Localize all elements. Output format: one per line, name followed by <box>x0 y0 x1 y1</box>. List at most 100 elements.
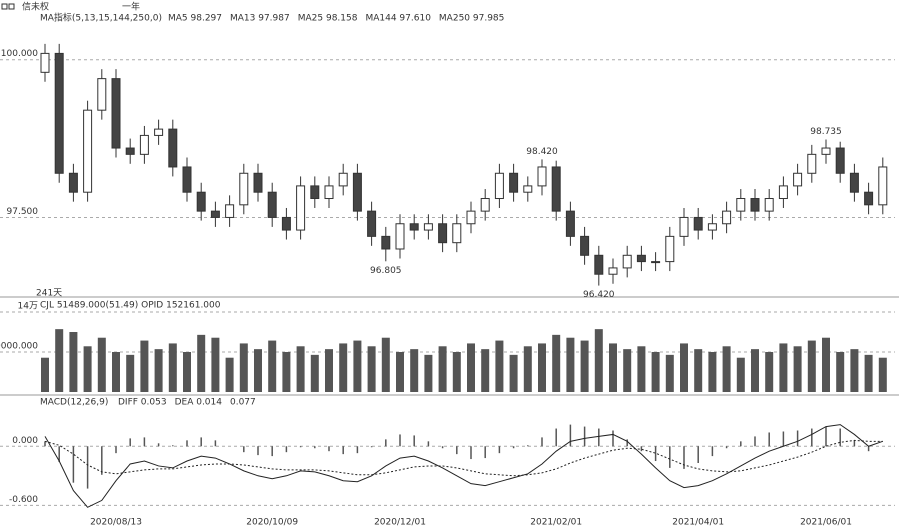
candle-body <box>352 172 362 212</box>
candle-body <box>139 134 149 155</box>
candle-body <box>54 52 64 174</box>
x-tick-label: 2020/08/13 <box>90 518 142 528</box>
volume-bar <box>452 352 461 392</box>
candle-body <box>367 210 377 237</box>
candle-body <box>452 223 462 244</box>
candle-body <box>267 191 277 218</box>
annotation: 96.420 <box>583 290 615 300</box>
volume-bar <box>736 357 745 392</box>
volume-bar <box>467 343 475 392</box>
volume-bar <box>538 343 546 392</box>
candle-body <box>665 235 675 263</box>
candle-body <box>381 235 391 250</box>
candle-body <box>83 109 93 193</box>
candle-body <box>239 172 249 206</box>
candle-body <box>494 172 504 200</box>
header-period: 一年 <box>122 1 140 13</box>
volume-bar <box>168 343 177 392</box>
dea-line <box>44 439 883 477</box>
volume-bar <box>637 346 646 392</box>
legend-entry: MA144 97.610 <box>365 14 431 24</box>
candle-body <box>480 198 490 212</box>
candle-body <box>608 267 618 275</box>
candle-body <box>693 216 703 231</box>
volume-bar <box>609 343 617 392</box>
candle-body <box>849 172 859 193</box>
indicator-title: MACD(12,26,9) <box>40 398 108 408</box>
candle-body <box>707 223 717 231</box>
volume-bar <box>552 334 561 392</box>
candle-body <box>537 166 547 187</box>
candle-body <box>722 210 732 225</box>
candle-body <box>651 261 661 264</box>
y-tick-label: 70000.000 <box>0 342 38 352</box>
candle-body <box>793 172 803 187</box>
volume-bar <box>97 337 106 392</box>
candle-body <box>835 147 845 174</box>
x-tick-label: 2021/04/01 <box>672 518 724 528</box>
volume-bar <box>765 352 774 392</box>
volume-bar <box>481 349 490 392</box>
candle-body <box>196 191 206 212</box>
x-tick-label: 2020/12/01 <box>374 518 426 528</box>
candle-body <box>97 78 107 111</box>
candle-body <box>310 185 320 200</box>
y-tick-label: 100.000 <box>1 49 38 59</box>
icon <box>8 3 15 10</box>
candle-body <box>395 223 405 250</box>
y-tick-label: 0.000 <box>12 436 38 446</box>
y-tick-label: 14万 <box>18 302 38 312</box>
candle-body <box>565 210 575 237</box>
legend-entry: DIFF 0.053 <box>118 398 167 408</box>
pane-subtitle: 241天 <box>36 289 62 299</box>
volume-bar <box>566 337 575 392</box>
volume-bar <box>282 352 291 392</box>
volume-bar <box>495 340 504 392</box>
volume-bar <box>807 340 816 392</box>
x-tick-label: 2021/02/01 <box>530 518 582 528</box>
volume-bar <box>509 354 518 392</box>
volume-bar <box>140 340 149 392</box>
volume-bar <box>722 346 731 392</box>
volume-bar <box>793 346 802 392</box>
y-tick-label: 97.500 <box>7 207 39 217</box>
volume-bar <box>154 349 163 392</box>
volume-bar <box>41 357 49 392</box>
volume-bar <box>594 329 603 392</box>
volume-bar <box>183 352 191 392</box>
volume-bar <box>396 352 404 392</box>
indicator-title: MA指标(5,13,15,144,250,0) <box>40 12 162 24</box>
candle-body <box>466 210 476 225</box>
candle-body <box>594 254 604 275</box>
volume-bar <box>623 349 632 392</box>
x-tick-label: 2020/10/09 <box>246 518 298 528</box>
volume-bar <box>680 343 688 392</box>
annotation: 96.805 <box>370 266 402 276</box>
volume-bar <box>424 354 433 392</box>
candle-body <box>523 185 533 193</box>
candle-body <box>68 172 78 193</box>
candle-body <box>778 185 788 200</box>
candle-body <box>168 128 178 168</box>
candle-body <box>580 235 590 256</box>
candle-body <box>736 198 746 212</box>
volume-bar <box>325 349 333 392</box>
candle-body <box>551 166 561 212</box>
legend-entry: MA5 98.297 <box>168 14 222 24</box>
volume-bar <box>580 340 589 392</box>
volume-bar <box>410 349 419 392</box>
volume-bar <box>381 337 390 392</box>
volume-bar <box>310 354 319 392</box>
diff-line <box>44 424 883 508</box>
indicator-title: CJL 51489.000(51.49) OPID 152161.000 <box>40 301 221 311</box>
candle-body <box>225 204 235 218</box>
legend-entry: MA250 97.985 <box>439 14 504 24</box>
candle-body <box>338 172 348 187</box>
annotation: 98.735 <box>810 127 842 137</box>
legend-entry: DEA 0.014 <box>175 398 223 408</box>
candle-body <box>154 128 164 136</box>
volume-bar <box>83 346 92 392</box>
candle-body <box>281 216 291 231</box>
